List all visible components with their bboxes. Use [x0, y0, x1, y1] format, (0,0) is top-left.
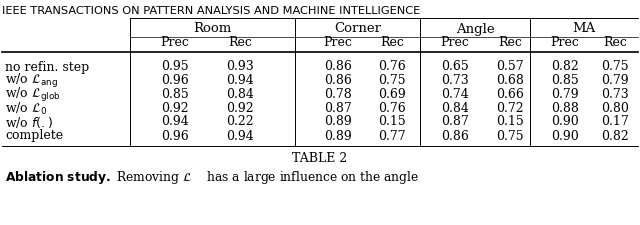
Text: Rec: Rec — [498, 36, 522, 49]
Text: 0.76: 0.76 — [378, 60, 406, 73]
Text: 0.15: 0.15 — [378, 115, 406, 128]
Text: Prec: Prec — [161, 36, 189, 49]
Text: 0.87: 0.87 — [324, 102, 352, 115]
Text: 0.74: 0.74 — [441, 88, 469, 101]
Text: Corner: Corner — [334, 22, 381, 35]
Text: 0.80: 0.80 — [601, 102, 629, 115]
Text: 0.96: 0.96 — [161, 74, 189, 87]
Text: w/o $\mathcal{L}_{0}$: w/o $\mathcal{L}_{0}$ — [5, 101, 47, 117]
Text: Rec: Rec — [228, 36, 252, 49]
Text: Rec: Rec — [380, 36, 404, 49]
Text: 0.77: 0.77 — [378, 129, 406, 142]
Text: 0.75: 0.75 — [496, 129, 524, 142]
Text: $\bf{Ablation\ study.}$ Removing $\mathcal{L}$    has a large influence on the a: $\bf{Ablation\ study.}$ Removing $\mathc… — [5, 169, 419, 186]
Text: Room: Room — [193, 22, 232, 35]
Text: Prec: Prec — [440, 36, 469, 49]
Text: 0.73: 0.73 — [441, 74, 469, 87]
Text: 0.57: 0.57 — [496, 60, 524, 73]
Text: 0.95: 0.95 — [161, 60, 189, 73]
Text: 0.75: 0.75 — [378, 74, 406, 87]
Text: 0.94: 0.94 — [226, 74, 254, 87]
Text: w/o $\mathcal{L}_{\mathrm{glob}}$: w/o $\mathcal{L}_{\mathrm{glob}}$ — [5, 86, 61, 104]
Text: 0.82: 0.82 — [551, 60, 579, 73]
Text: 0.93: 0.93 — [226, 60, 254, 73]
Text: 0.68: 0.68 — [496, 74, 524, 87]
Text: complete: complete — [5, 129, 63, 142]
Text: 0.92: 0.92 — [226, 102, 254, 115]
Text: 0.66: 0.66 — [496, 88, 524, 101]
Text: MA: MA — [572, 22, 596, 35]
Text: w/o $\mathcal{L}_{\mathrm{ang}}$: w/o $\mathcal{L}_{\mathrm{ang}}$ — [5, 72, 58, 90]
Text: 0.87: 0.87 — [441, 115, 469, 128]
Text: 0.90: 0.90 — [551, 129, 579, 142]
Text: IEEE TRANSACTIONS ON PATTERN ANALYSIS AND MACHINE INTELLIGENCE: IEEE TRANSACTIONS ON PATTERN ANALYSIS AN… — [2, 6, 420, 16]
Text: Rec: Rec — [603, 36, 627, 49]
Text: 0.86: 0.86 — [441, 129, 469, 142]
Text: 0.15: 0.15 — [496, 115, 524, 128]
Text: 0.82: 0.82 — [601, 129, 629, 142]
Text: Angle: Angle — [456, 22, 494, 35]
Text: 0.88: 0.88 — [551, 102, 579, 115]
Text: no refin. step: no refin. step — [5, 60, 89, 73]
Text: 0.85: 0.85 — [161, 88, 189, 101]
Text: 0.78: 0.78 — [324, 88, 352, 101]
Text: 0.84: 0.84 — [441, 102, 469, 115]
Text: 0.94: 0.94 — [161, 115, 189, 128]
Text: 0.17: 0.17 — [601, 115, 629, 128]
Text: 0.94: 0.94 — [226, 129, 254, 142]
Text: 0.65: 0.65 — [441, 60, 469, 73]
Text: 0.89: 0.89 — [324, 129, 352, 142]
Text: 0.76: 0.76 — [378, 102, 406, 115]
Text: 0.96: 0.96 — [161, 129, 189, 142]
Text: 0.86: 0.86 — [324, 74, 352, 87]
Text: 0.69: 0.69 — [378, 88, 406, 101]
Text: Prec: Prec — [550, 36, 579, 49]
Text: 0.79: 0.79 — [551, 88, 579, 101]
Text: TABLE 2: TABLE 2 — [292, 152, 348, 165]
Text: 0.75: 0.75 — [601, 60, 629, 73]
Text: w/o $f(.)$: w/o $f(.)$ — [5, 114, 53, 129]
Text: 0.85: 0.85 — [551, 74, 579, 87]
Text: 0.84: 0.84 — [226, 88, 254, 101]
Text: 0.92: 0.92 — [161, 102, 189, 115]
Text: 0.22: 0.22 — [226, 115, 254, 128]
Text: 0.89: 0.89 — [324, 115, 352, 128]
Text: Prec: Prec — [324, 36, 353, 49]
Text: 0.86: 0.86 — [324, 60, 352, 73]
Text: 0.90: 0.90 — [551, 115, 579, 128]
Text: 0.79: 0.79 — [601, 74, 629, 87]
Text: 0.73: 0.73 — [601, 88, 629, 101]
Text: 0.72: 0.72 — [496, 102, 524, 115]
